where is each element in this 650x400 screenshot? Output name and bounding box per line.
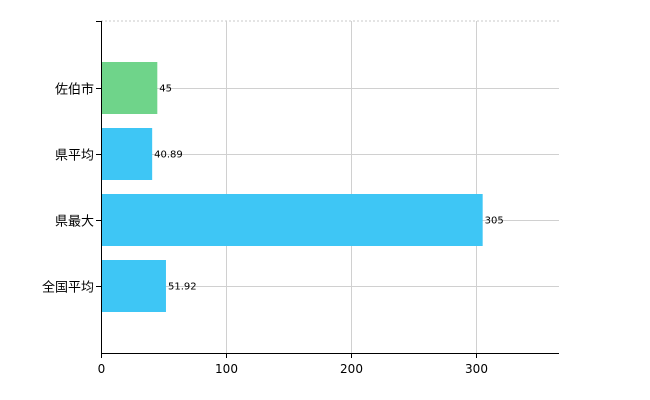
x-tick-label-2: 200 xyxy=(340,362,363,376)
category-label-1: 県平均 xyxy=(55,149,94,164)
bar-0 xyxy=(102,62,158,114)
category-label-3: 全国平均 xyxy=(42,280,94,296)
data-label-2: 305 xyxy=(485,216,504,227)
category-label-0: 佐伯市 xyxy=(55,82,94,98)
x-tick-label-0: 0 xyxy=(98,362,106,376)
bar-3 xyxy=(102,260,166,312)
data-label-0: 45 xyxy=(159,84,172,95)
bars xyxy=(102,62,483,312)
x-tick-label-3: 300 xyxy=(465,362,488,376)
x-tick-label-1: 100 xyxy=(215,362,238,376)
category-label-2: 県最大 xyxy=(55,215,94,230)
bar-1 xyxy=(102,128,153,180)
data-label-3: 51.92 xyxy=(168,282,197,293)
bar-2 xyxy=(102,194,483,246)
axes xyxy=(96,21,559,358)
grid xyxy=(101,20,559,353)
data-label-1: 40.89 xyxy=(154,150,183,161)
